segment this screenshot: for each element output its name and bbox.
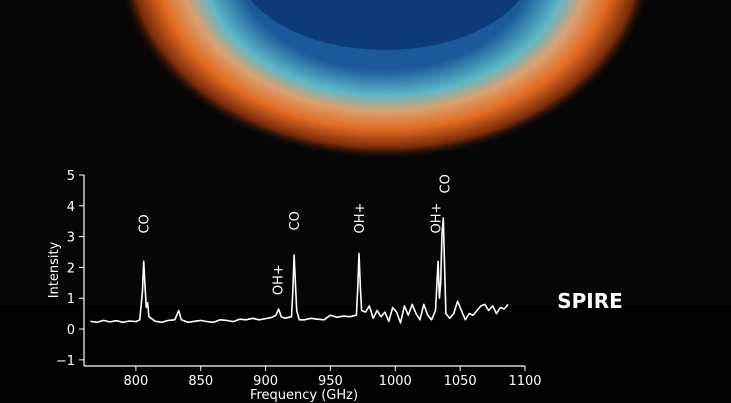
nebula — [120, 0, 650, 160]
peak-annotation: OH+ — [271, 264, 286, 295]
footer-band — [0, 305, 731, 403]
x-axis-label: Frequency (GHz) — [250, 388, 358, 403]
instrument-label: SPIRE — [557, 289, 623, 313]
peak-annotation: CO — [439, 174, 454, 193]
peak-annotation: CO — [288, 211, 303, 230]
nebula-core — [250, 0, 520, 50]
x-tick-label: 850 — [188, 374, 213, 389]
y-tick-label: 5 — [67, 169, 75, 184]
x-tick-label: 800 — [123, 374, 148, 389]
x-tick-label: 1100 — [508, 374, 541, 389]
y-tick-label: 2 — [67, 261, 75, 276]
y-axis-label: Intensity — [47, 241, 62, 298]
x-tick-label: 1050 — [444, 374, 477, 389]
y-tick-label: 0 — [67, 323, 75, 338]
peak-annotation: OH+ — [353, 203, 368, 234]
x-tick-label: 900 — [253, 374, 278, 389]
peak-annotation: OH+ — [430, 203, 445, 234]
y-tick-label: −1 — [56, 354, 75, 369]
y-tick-label: 4 — [67, 200, 75, 215]
y-tick-label: 1 — [67, 292, 75, 307]
spectrum-line — [90, 217, 509, 324]
x-tick-label: 1000 — [379, 374, 412, 389]
x-tick-label: 950 — [318, 374, 343, 389]
y-tick-label: 3 — [67, 231, 75, 246]
peak-annotation: CO — [138, 214, 153, 233]
